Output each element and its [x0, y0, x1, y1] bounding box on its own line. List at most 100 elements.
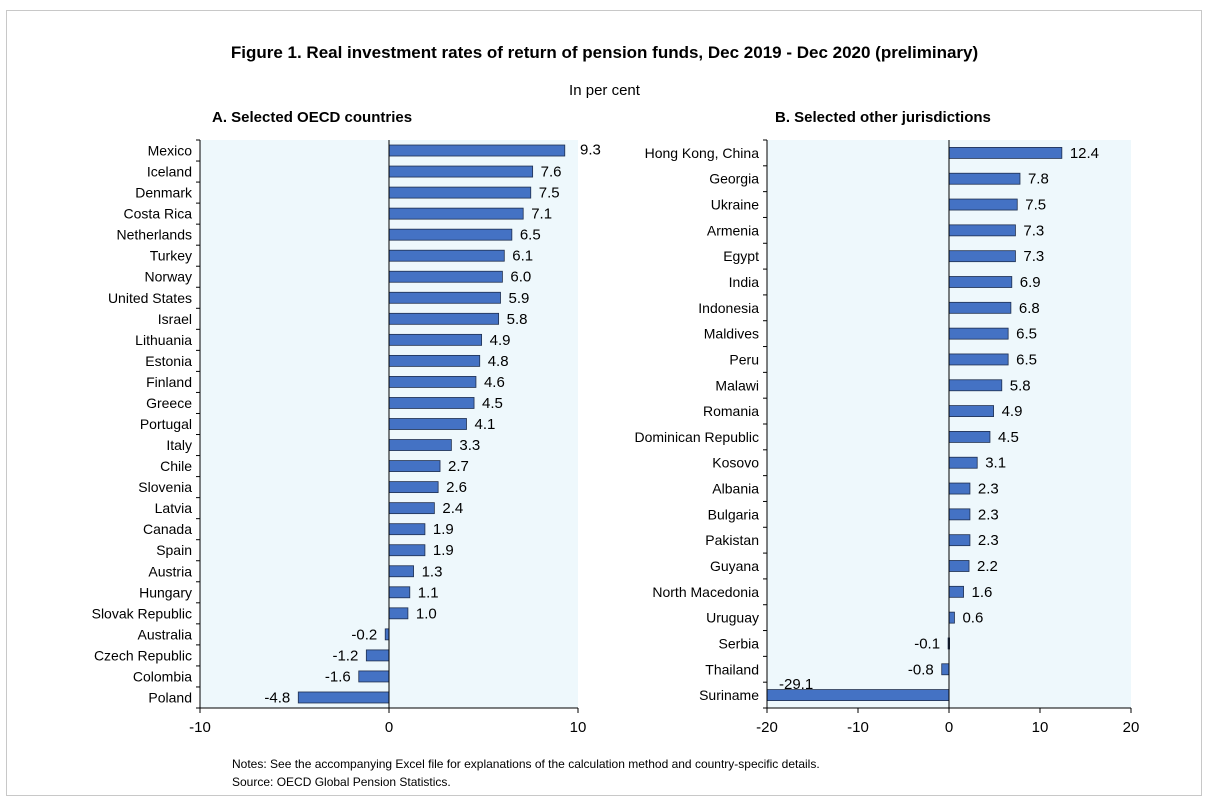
panel-a-category-label: Czech Republic: [94, 647, 192, 663]
panel-b-bar: [948, 379, 1003, 392]
panel-b-category-label: Thailand: [705, 661, 759, 677]
panel-a-category-label: Latvia: [155, 500, 193, 516]
panel-a-bar: [388, 460, 441, 472]
panel-a-bar: [388, 165, 534, 178]
panel-a-category-label: Hungary: [139, 584, 192, 600]
panel-a-title: A. Selected OECD countries: [212, 109, 413, 126]
panel-b-title: B. Selected other jurisdictions: [775, 109, 991, 126]
panel-a-category-label: Costa Rica: [124, 206, 193, 222]
panel-a-bar: [388, 565, 414, 578]
panel-a-category-label: Spain: [156, 542, 192, 558]
panel-a-bar: [388, 481, 439, 494]
panel-a-value-label: 1.3: [422, 563, 443, 580]
panel-b-category-label: Albania: [712, 481, 759, 497]
panel-a-bar: [388, 270, 503, 283]
panel-a-bar: [365, 649, 390, 662]
panel-b-value-label: 1.6: [972, 584, 993, 601]
panel-b-category-label: Maldives: [704, 326, 759, 342]
panel-a-x-tick-label: 10: [570, 719, 587, 736]
panel-b-bar: [948, 431, 991, 443]
panel-a-bar: [388, 354, 481, 367]
panel-b-value-label: 2.3: [978, 532, 999, 549]
panel-a-bar: [388, 607, 409, 620]
panel-b-bar: [948, 276, 1013, 288]
panel-a-value-label: 7.1: [531, 206, 552, 223]
panel-b-category-label: India: [729, 274, 760, 290]
panel-a-x-tick-label: 0: [385, 719, 393, 736]
panel-a-value-label: 2.4: [442, 500, 463, 517]
panel-a-category-label: Denmark: [135, 185, 193, 201]
panel-b-value-label: 4.5: [998, 429, 1019, 446]
panel-a-category-label: Slovak Republic: [92, 605, 192, 621]
panel-b-category-label: Ukraine: [711, 197, 759, 213]
panel-b-category-label: Armenia: [707, 222, 759, 238]
panel-a-value-label: 5.8: [507, 311, 528, 328]
panel-b-category-label: Guyana: [710, 558, 759, 574]
panel-a-bar: [388, 207, 524, 220]
panel-a-value-label: 4.6: [484, 374, 505, 391]
panel-a-value-label: 4.1: [474, 416, 495, 433]
panel-a-category-label: Lithuania: [135, 332, 192, 348]
panel-a-category-label: Poland: [148, 689, 192, 705]
panel-b-x-tick-label: -20: [756, 719, 778, 736]
panel-b-bar: [948, 172, 1021, 185]
panel-b-bar: [948, 482, 971, 495]
panel-a-category-label: Netherlands: [117, 227, 193, 243]
panel-a-value-label: 6.1: [512, 248, 533, 265]
panel-b-bar: [948, 611, 955, 624]
panel-a-bar: [388, 333, 483, 346]
panel-b-value-label: 3.1: [985, 455, 1006, 472]
notes-text: Notes: See the accompanying Excel file f…: [232, 757, 820, 771]
panel-a-category-label: Canada: [143, 521, 192, 537]
panel-a-value-label: 1.0: [416, 605, 437, 622]
panel-a-category-label: Israel: [158, 311, 192, 327]
panel-b-value-label: 6.9: [1020, 274, 1041, 291]
panel-a-value-label: 4.5: [482, 395, 503, 412]
panel-b-category-label: Georgia: [709, 171, 759, 187]
figure-frame: [6, 10, 1202, 796]
panel-a-x-tick-label: -10: [189, 719, 211, 736]
panel-b-category-label: Romania: [703, 403, 759, 419]
panel-b-value-label: 7.3: [1023, 222, 1044, 239]
panel-a-value-label: 3.3: [459, 437, 480, 454]
figure-subtitle: In per cent: [569, 82, 640, 99]
panel-b-bar: [948, 456, 978, 469]
panel-a-category-label: Chile: [160, 458, 192, 474]
panel-a-value-label: -4.8: [264, 689, 290, 706]
panel-a-category-label: Greece: [146, 395, 192, 411]
panel-b-category-label: Hong Kong, China: [645, 145, 760, 161]
panel-a-bar: [388, 312, 500, 325]
panel-b-value-label: 7.3: [1023, 248, 1044, 265]
panel-b-bar: [948, 147, 1063, 159]
panel-b-bar: [941, 663, 950, 676]
panel-b-bar: [948, 250, 1016, 263]
panel-b-value-label: 4.9: [1002, 403, 1023, 420]
panel-a-value-label: 1.1: [418, 584, 439, 601]
panel-b-bar: [948, 353, 1009, 366]
panel-a-category-label: Iceland: [147, 164, 192, 180]
panel-a-value-label: 1.9: [433, 521, 454, 538]
panel-a-category-label: Norway: [145, 269, 192, 285]
panel-b-value-label: 0.6: [962, 610, 983, 627]
panel-a-bar: [297, 691, 390, 704]
panel-a-category-label: Mexico: [148, 143, 193, 159]
panel-b-bar: [948, 327, 1009, 340]
figure-title: Figure 1. Real investment rates of retur…: [230, 43, 979, 62]
panel-b-value-label: 2.2: [977, 558, 998, 575]
panel-b-value-label: -29.1: [779, 676, 813, 693]
panel-a-value-label: 9.3: [580, 142, 601, 159]
panel-b-category-label: Peru: [729, 351, 759, 367]
panel-b-category-label: Indonesia: [698, 300, 759, 316]
panel-b-bar: [948, 560, 970, 572]
panel-b-x-tick-label: 20: [1123, 719, 1140, 736]
panel-b-x-tick-label: -10: [847, 719, 869, 736]
panel-a-category-label: Portugal: [140, 416, 192, 432]
panel-b-category-label: Bulgaria: [708, 506, 760, 522]
panel-b-value-label: 2.3: [978, 506, 999, 523]
panel-a-bar: [388, 249, 505, 262]
panel-a-bar: [388, 439, 452, 451]
panel-a-category-label: Estonia: [145, 353, 192, 369]
panel-a-bar: [388, 502, 435, 515]
panel-a-value-label: 2.7: [448, 458, 469, 475]
